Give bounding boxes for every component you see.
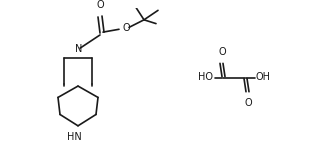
- Text: OH: OH: [256, 72, 270, 82]
- Text: O: O: [122, 23, 130, 33]
- Text: N: N: [75, 44, 83, 54]
- Text: HN: HN: [67, 132, 81, 143]
- Text: HO: HO: [198, 72, 214, 82]
- Text: O: O: [244, 98, 252, 108]
- Text: O: O: [218, 47, 226, 57]
- Text: O: O: [96, 0, 104, 10]
